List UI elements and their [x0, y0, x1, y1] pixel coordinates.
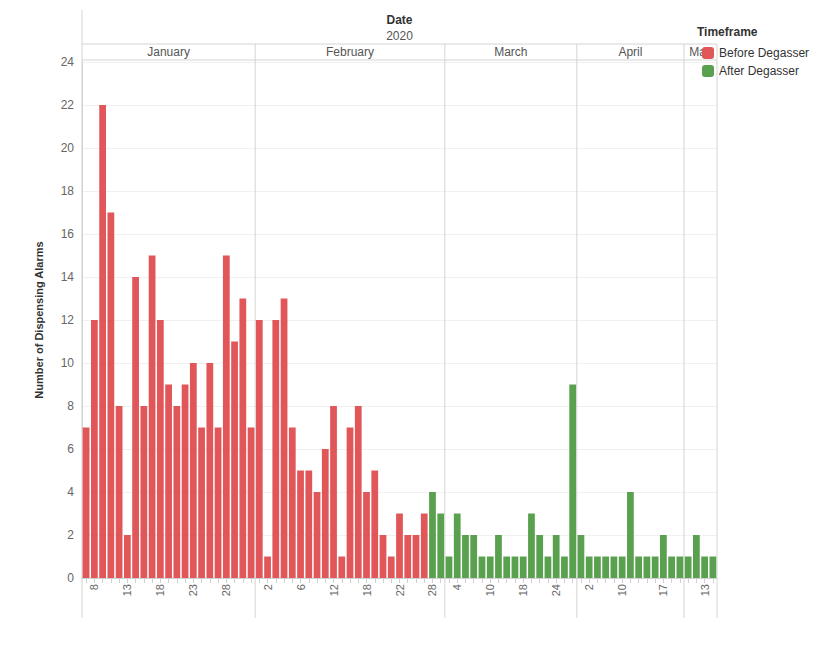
- svg-text:28: 28: [220, 584, 232, 596]
- svg-text:February: February: [326, 45, 374, 59]
- svg-text:6: 6: [67, 442, 74, 456]
- svg-text:14: 14: [61, 270, 75, 284]
- svg-text:12: 12: [61, 313, 75, 327]
- svg-text:18: 18: [61, 184, 75, 198]
- svg-text:March: March: [494, 45, 527, 59]
- svg-text:28: 28: [426, 584, 438, 596]
- svg-text:10: 10: [61, 356, 75, 370]
- svg-text:22: 22: [394, 584, 406, 596]
- svg-text:23: 23: [187, 584, 199, 596]
- svg-text:18: 18: [154, 584, 166, 596]
- svg-text:13: 13: [699, 584, 711, 596]
- svg-text:8: 8: [67, 399, 74, 413]
- svg-text:0: 0: [67, 571, 74, 585]
- svg-text:6: 6: [295, 584, 307, 590]
- svg-text:24: 24: [61, 55, 75, 69]
- svg-text:10: 10: [484, 584, 496, 596]
- svg-text:4: 4: [67, 485, 74, 499]
- svg-text:2: 2: [583, 584, 595, 590]
- svg-text:16: 16: [61, 227, 75, 241]
- svg-text:After Degasser: After Degasser: [719, 64, 799, 78]
- svg-text:2: 2: [67, 528, 74, 542]
- svg-text:Number of Dispensing Alarms: Number of Dispensing Alarms: [33, 241, 45, 398]
- svg-text:13: 13: [121, 584, 133, 596]
- svg-text:2020: 2020: [386, 29, 413, 43]
- svg-text:Timeframe: Timeframe: [697, 25, 758, 39]
- svg-text:24: 24: [550, 584, 562, 596]
- svg-text:12: 12: [328, 584, 340, 596]
- svg-text:18: 18: [361, 584, 373, 596]
- svg-text:4: 4: [451, 584, 463, 590]
- svg-text:8: 8: [88, 584, 100, 590]
- svg-text:2: 2: [262, 584, 274, 590]
- svg-text:17: 17: [657, 584, 669, 596]
- svg-text:Date: Date: [386, 13, 412, 27]
- svg-text:April: April: [618, 45, 642, 59]
- svg-text:22: 22: [61, 98, 75, 112]
- svg-text:May: May: [689, 45, 712, 59]
- svg-text:18: 18: [517, 584, 529, 596]
- svg-text:10: 10: [616, 584, 628, 596]
- svg-text:January: January: [147, 45, 190, 59]
- svg-text:Before Degasser: Before Degasser: [719, 46, 809, 60]
- svg-text:20: 20: [61, 141, 75, 155]
